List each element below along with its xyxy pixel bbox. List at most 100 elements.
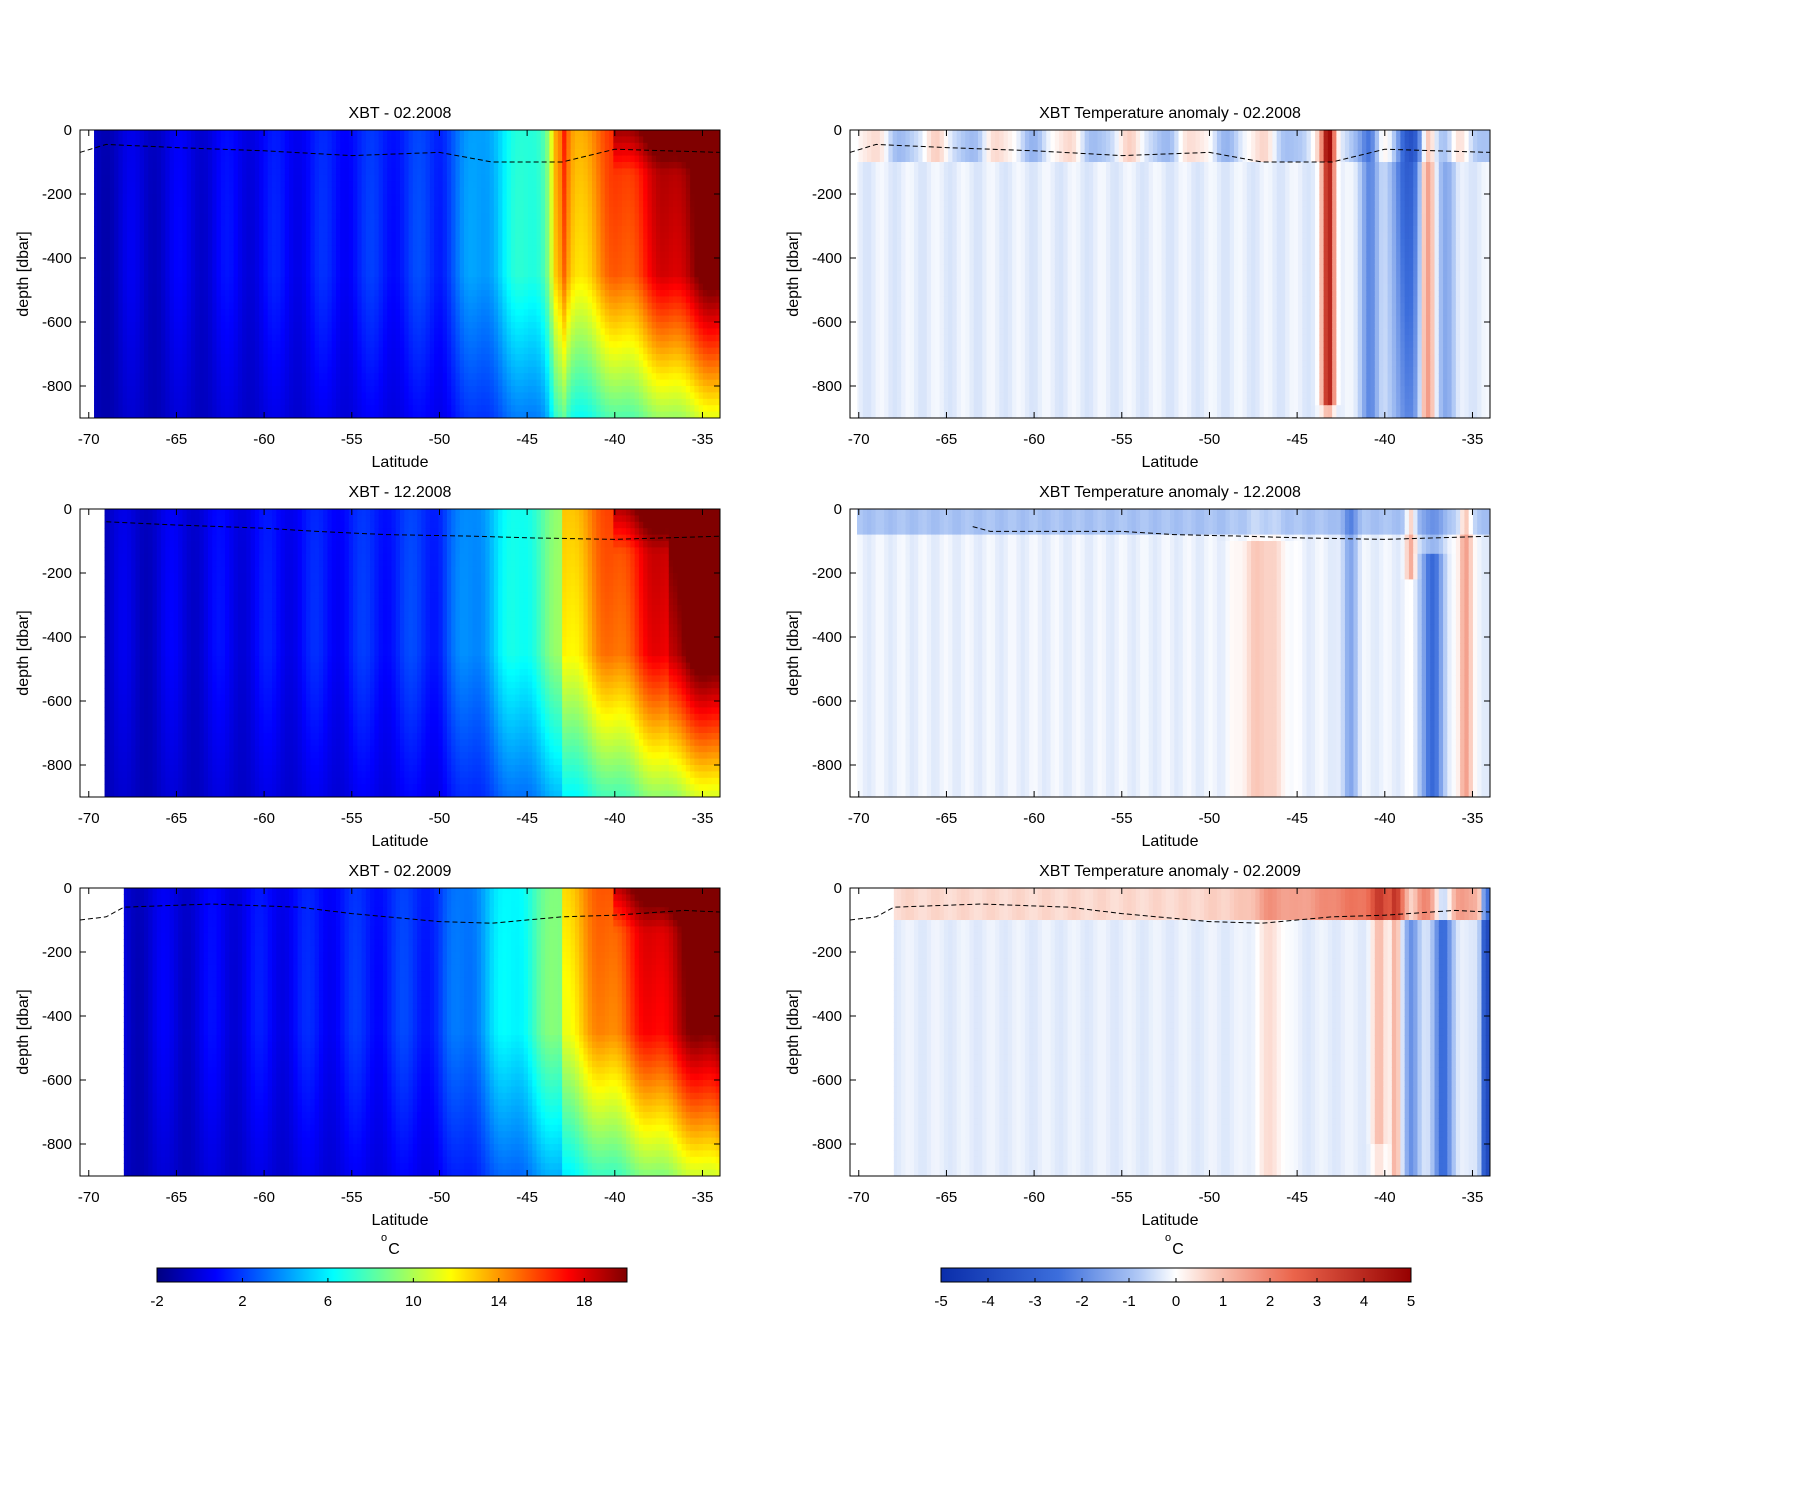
- heatmap-cell: [493, 322, 499, 329]
- heatmap-cell: [246, 373, 252, 381]
- heatmap-cell: [225, 200, 230, 208]
- heatmap-cell: [101, 149, 107, 157]
- heatmap-cell: [365, 334, 371, 342]
- heatmap-cell: [412, 373, 418, 381]
- heatmap-cell: [156, 226, 162, 233]
- heatmap-cell: [126, 149, 132, 157]
- heatmap-cell: [357, 245, 363, 253]
- heatmap-cell: [259, 245, 265, 253]
- heatmap-cell: [455, 309, 461, 317]
- heatmap-cell: [314, 386, 320, 393]
- heatmap-cell: [208, 155, 213, 163]
- heatmap-cell: [152, 226, 158, 233]
- heatmap-cell: [510, 315, 516, 323]
- heatmap-cell: [562, 200, 567, 208]
- heatmap-cell: [109, 290, 115, 297]
- heatmap-cell: [481, 213, 486, 221]
- heatmap-cell: [438, 315, 444, 323]
- heatmap-cell: [152, 366, 158, 374]
- heatmap-cell: [434, 392, 439, 400]
- heatmap-cell: [237, 149, 243, 157]
- heatmap-cell: [94, 405, 98, 413]
- heatmap-cell: [122, 277, 128, 285]
- heatmap-cell: [301, 232, 307, 240]
- heatmap-cell: [233, 341, 239, 349]
- heatmap-cell: [498, 373, 503, 381]
- heatmap-cell: [382, 290, 388, 297]
- heatmap-cell: [489, 373, 495, 381]
- heatmap-cell: [442, 405, 448, 413]
- heatmap-cell: [515, 238, 521, 246]
- heatmap-cell: [442, 379, 448, 387]
- heatmap-cell: [267, 328, 273, 336]
- heatmap-cell: [118, 238, 124, 246]
- heatmap-cell: [161, 130, 166, 137]
- heatmap-cell: [451, 219, 457, 227]
- heatmap-cell: [178, 302, 183, 310]
- heatmap-cell: [284, 341, 290, 349]
- heatmap-cell: [510, 270, 516, 278]
- heatmap-cell: [562, 130, 567, 137]
- heatmap-cell: [122, 264, 128, 272]
- heatmap-cell: [216, 354, 222, 361]
- heatmap-cell: [212, 162, 218, 169]
- heatmap-cell: [485, 398, 491, 406]
- heatmap-cell: [114, 360, 119, 368]
- heatmap-cell: [135, 322, 141, 329]
- heatmap-cell: [276, 238, 282, 246]
- heatmap-cell: [374, 130, 380, 137]
- heatmap-cell: [135, 162, 141, 169]
- heatmap-cell: [272, 264, 277, 272]
- heatmap-cell: [327, 341, 333, 349]
- heatmap-cell: [502, 315, 508, 323]
- heatmap-cell: [476, 386, 482, 393]
- heatmap-cell: [476, 309, 482, 317]
- heatmap-cell: [395, 206, 401, 214]
- heatmap-cell: [459, 328, 465, 336]
- heatmap-cell: [297, 258, 303, 265]
- heatmap-cell: [267, 181, 273, 189]
- heatmap-cell: [549, 238, 555, 246]
- heatmap-cell: [97, 347, 102, 355]
- heatmap-cell: [455, 238, 461, 246]
- heatmap-cell: [557, 386, 563, 393]
- heatmap-cell: [263, 366, 269, 374]
- heatmap-cell: [476, 187, 482, 195]
- heatmap-cell: [485, 219, 491, 227]
- heatmap-cell: [417, 277, 422, 285]
- heatmap-cell: [178, 200, 183, 208]
- heatmap-cell: [250, 168, 256, 176]
- heatmap-cell: [105, 296, 111, 304]
- heatmap-cell: [131, 206, 137, 214]
- heatmap-cell: [152, 322, 158, 329]
- heatmap-cell: [199, 251, 205, 259]
- heatmap-cell: [293, 226, 299, 233]
- heatmap-cell: [540, 181, 546, 189]
- heatmap-cell: [139, 149, 145, 157]
- heatmap-cell: [515, 200, 521, 208]
- heatmap-cell: [135, 149, 141, 157]
- heatmap-cell: [348, 206, 354, 214]
- heatmap-cell: [528, 194, 533, 201]
- heatmap-cell: [301, 142, 307, 150]
- heatmap-cell: [225, 149, 230, 157]
- heatmap-cell: [216, 232, 222, 240]
- heatmap-cell: [233, 379, 239, 387]
- heatmap-cell: [442, 334, 448, 342]
- heatmap-cell: [139, 341, 145, 349]
- heatmap-cell: [510, 354, 516, 361]
- heatmap-cell: [199, 277, 205, 285]
- heatmap-cell: [344, 411, 350, 418]
- heatmap-cell: [353, 277, 358, 285]
- heatmap-cell: [515, 219, 521, 227]
- heatmap-cell: [152, 264, 158, 272]
- heatmap-cell: [408, 200, 414, 208]
- heatmap-cell: [336, 245, 341, 253]
- heatmap-cell: [114, 136, 119, 144]
- heatmap-cell: [519, 334, 525, 342]
- heatmap-cell: [485, 162, 491, 169]
- heatmap-cell: [468, 283, 474, 291]
- heatmap-cell: [139, 232, 145, 240]
- heatmap-cell: [421, 226, 427, 233]
- heatmap-cell: [233, 328, 239, 336]
